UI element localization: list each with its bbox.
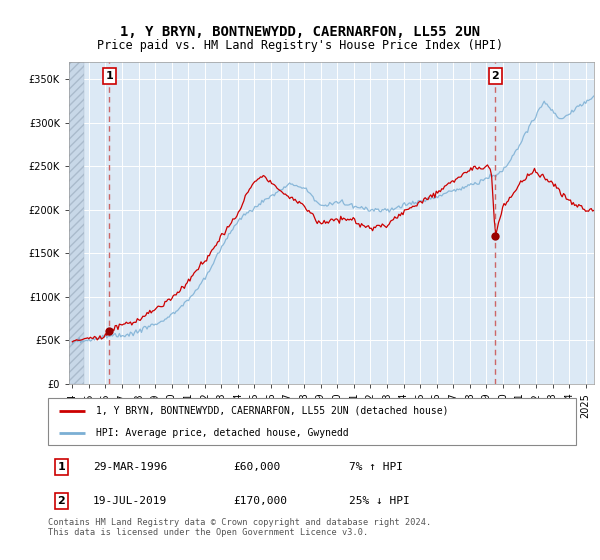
Text: 7% ↑ HPI: 7% ↑ HPI — [349, 462, 403, 472]
Text: £170,000: £170,000 — [233, 496, 287, 506]
Text: Price paid vs. HM Land Registry's House Price Index (HPI): Price paid vs. HM Land Registry's House … — [97, 39, 503, 52]
Text: 1: 1 — [58, 462, 65, 472]
Text: 2: 2 — [58, 496, 65, 506]
Text: HPI: Average price, detached house, Gwynedd: HPI: Average price, detached house, Gwyn… — [95, 428, 348, 438]
Text: 19-JUL-2019: 19-JUL-2019 — [93, 496, 167, 506]
Text: £60,000: £60,000 — [233, 462, 280, 472]
Text: Contains HM Land Registry data © Crown copyright and database right 2024.
This d: Contains HM Land Registry data © Crown c… — [48, 518, 431, 538]
Text: 1, Y BRYN, BONTNEWYDD, CAERNARFON, LL55 2UN (detached house): 1, Y BRYN, BONTNEWYDD, CAERNARFON, LL55 … — [95, 406, 448, 416]
Text: 25% ↓ HPI: 25% ↓ HPI — [349, 496, 410, 506]
Text: 29-MAR-1996: 29-MAR-1996 — [93, 462, 167, 472]
Text: 1, Y BRYN, BONTNEWYDD, CAERNARFON, LL55 2UN: 1, Y BRYN, BONTNEWYDD, CAERNARFON, LL55 … — [120, 25, 480, 39]
Text: 1: 1 — [106, 71, 113, 81]
Text: 2: 2 — [491, 71, 499, 81]
Bar — [61, 62, 84, 384]
